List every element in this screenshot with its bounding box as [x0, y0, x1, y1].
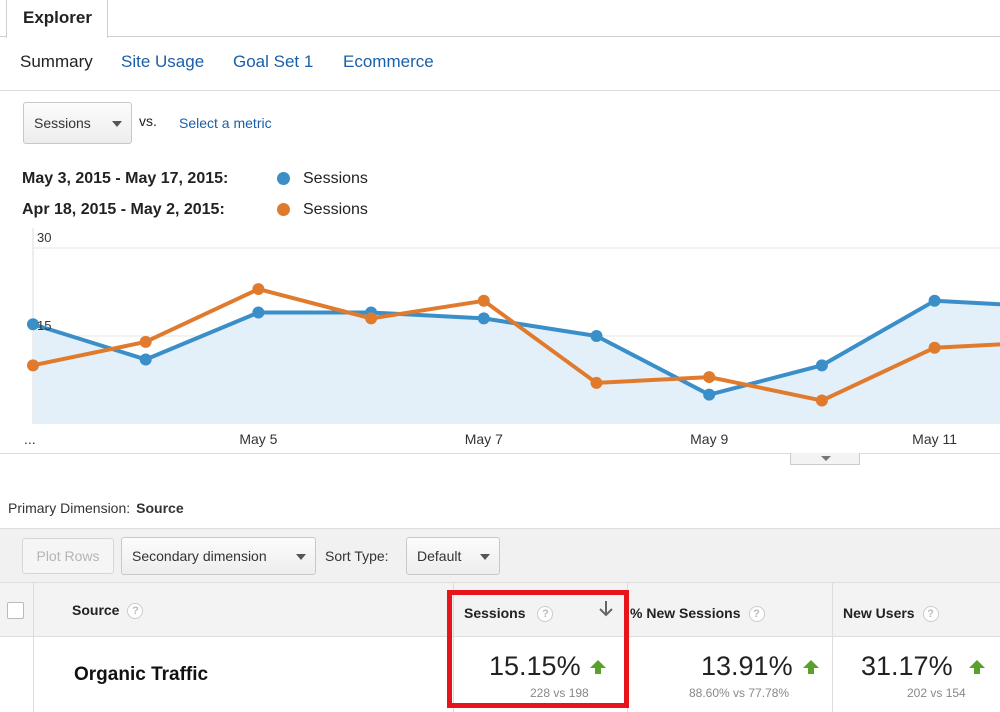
x-tick-label: May 11	[912, 431, 957, 447]
new-sessions-compare: 88.60% vs 77.78%	[689, 686, 790, 700]
column-header-label: Sessions	[464, 605, 526, 621]
chevron-down-icon	[480, 554, 490, 560]
legend-date-range: May 3, 2015 - May 17, 2015:	[22, 170, 229, 187]
primary-dimension: Primary Dimension: Source	[8, 500, 184, 516]
data-point	[477, 312, 490, 325]
table-row	[0, 637, 1000, 712]
data-point	[139, 353, 152, 366]
legend-date-range: Apr 18, 2015 - May 2, 2015:	[22, 201, 225, 218]
data-point	[365, 312, 378, 325]
metric-dropdown-value: Sessions	[34, 115, 91, 131]
data-point	[252, 306, 265, 319]
tab-explorer[interactable]: Explorer	[6, 0, 108, 38]
sort-type-value: Default	[417, 548, 462, 564]
secondary-dimension-label: Secondary dimension	[132, 548, 267, 564]
x-tick-label: May 7	[465, 431, 503, 447]
column-divider	[453, 637, 454, 712]
select-all-checkbox[interactable]	[7, 602, 24, 619]
data-point	[815, 394, 828, 407]
column-header-source[interactable]: Source?	[72, 602, 144, 619]
series-area	[33, 300, 1000, 424]
y-tick-label: 15	[37, 318, 51, 333]
table-toolbar: Plot Rows Secondary dimension Sort Type:…	[0, 528, 1000, 582]
select-metric-link[interactable]: Select a metric	[179, 115, 272, 131]
chart-collapse-handle[interactable]	[790, 453, 860, 465]
data-point	[477, 294, 490, 307]
help-icon[interactable]: ?	[922, 606, 939, 622]
data-point	[928, 341, 941, 354]
sessions-change-pct: 15.15%	[489, 651, 581, 681]
column-header-new-sessions[interactable]: % New Sessions?	[630, 605, 765, 622]
plot-rows-button[interactable]: Plot Rows	[22, 538, 114, 574]
chevron-down-icon	[112, 121, 122, 127]
up-arrow-icon	[803, 660, 819, 674]
series-line-current	[32, 298, 1000, 397]
subtab-summary[interactable]: Summary	[20, 52, 93, 71]
column-divider	[453, 583, 454, 638]
column-header-label: % New Sessions	[630, 605, 741, 621]
column-divider	[33, 637, 34, 712]
legend-dot-orange	[277, 203, 290, 216]
y-tick-label: 30	[37, 230, 51, 245]
data-point	[815, 359, 828, 372]
help-icon[interactable]: ?	[537, 606, 554, 622]
data-point	[703, 388, 716, 401]
x-tick-label: ...	[24, 431, 36, 447]
column-divider	[33, 583, 34, 638]
divider	[0, 90, 1000, 91]
new-users-compare: 202 vs 154	[907, 686, 966, 700]
column-header-label: New Users	[843, 605, 915, 621]
x-tick-label: May 5	[239, 431, 277, 447]
sort-type-dropdown[interactable]: Default	[406, 537, 500, 575]
x-tick-label: May 9	[690, 431, 728, 447]
series-line-previous	[32, 287, 1000, 403]
subtab-site-usage[interactable]: Site Usage	[121, 52, 205, 71]
legend-metric: Sessions	[303, 170, 368, 187]
data-point	[590, 376, 603, 389]
primary-dimension-label: Primary Dimension:	[8, 500, 131, 516]
sessions-compare: 228 vs 198	[530, 686, 589, 700]
help-icon[interactable]: ?	[748, 606, 765, 622]
data-point	[928, 294, 941, 307]
data-point	[252, 283, 265, 296]
primary-dimension-value[interactable]: Source	[136, 500, 184, 516]
column-header-label: Source	[72, 602, 120, 618]
up-arrow-icon	[969, 660, 985, 674]
column-divider	[832, 637, 833, 712]
chevron-down-icon	[296, 554, 306, 560]
data-point	[590, 330, 603, 342]
sort-type-label: Sort Type:	[325, 548, 389, 564]
sessions-line-chart[interactable]: 30 15... May 5 May 7 May 9 May 11	[0, 228, 1000, 453]
tab-bar: Explorer	[0, 0, 1000, 38]
highlight-box	[447, 590, 629, 708]
metric-dropdown[interactable]: Sessions	[23, 102, 132, 144]
data-point	[27, 359, 39, 372]
sort-descending-icon[interactable]	[598, 600, 614, 618]
new-users-change-pct: 31.17%	[861, 651, 953, 681]
column-divider	[832, 583, 833, 638]
help-icon[interactable]: ?	[127, 603, 144, 619]
data-point	[27, 318, 39, 331]
data-point	[139, 335, 152, 348]
data-point	[703, 371, 716, 384]
secondary-dimension-dropdown[interactable]: Secondary dimension	[121, 537, 316, 575]
column-header-new-users[interactable]: New Users?	[843, 605, 939, 622]
vs-label: vs.	[139, 113, 157, 129]
legend-dot-blue	[277, 172, 290, 185]
chevron-down-icon	[821, 456, 831, 461]
chart-divider	[0, 453, 1000, 454]
new-sessions-change-pct: 13.91%	[701, 651, 793, 681]
legend-metric: Sessions	[303, 201, 368, 218]
up-arrow-icon	[590, 660, 606, 674]
row-source-label[interactable]: Organic Traffic	[74, 664, 209, 685]
column-header-sessions[interactable]: Sessions?	[464, 605, 554, 622]
subtab-goal-set-1[interactable]: Goal Set 1	[233, 52, 314, 71]
subtab-ecommerce[interactable]: Ecommerce	[343, 52, 434, 71]
